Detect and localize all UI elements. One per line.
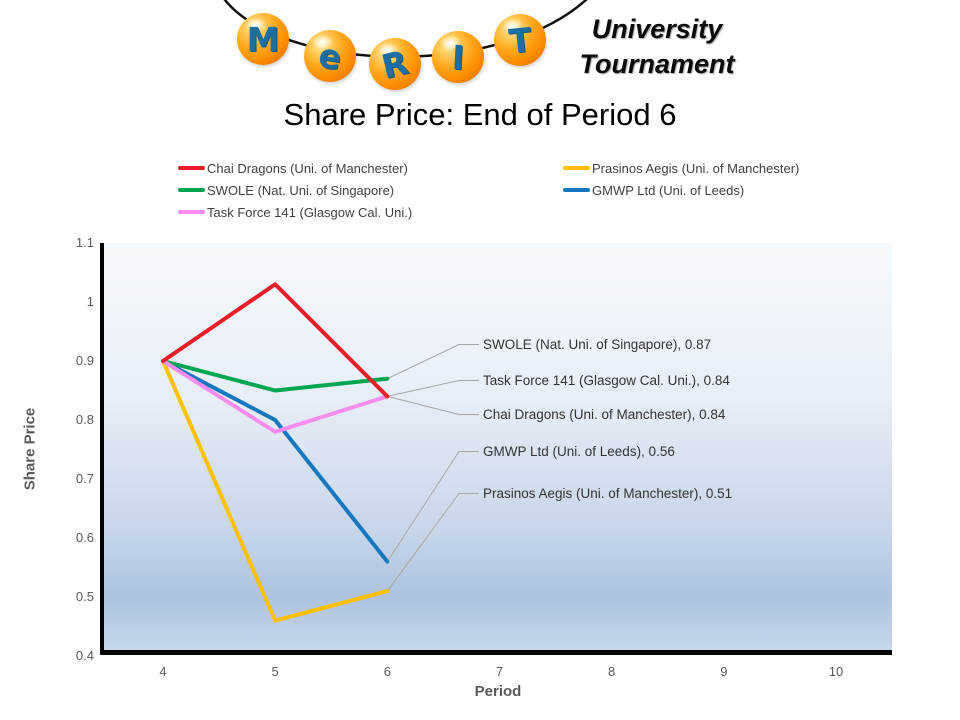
x-tick-label: 9 (720, 664, 728, 679)
legend-label: GMWP Ltd (Uni. of Leeds) (592, 182, 745, 198)
y-tick-label: 1.1 (75, 235, 94, 250)
chart-title: Share Price: End of Period 6 (283, 97, 677, 132)
legend-item-chai-dragons: Chai Dragons (Uni. of Manchester) (178, 159, 408, 177)
legend-item-swole: SWOLE (Nat. Uni. of Singapore) (178, 181, 394, 199)
data-label-prasinos-aegis: Prasinos Aegis (Uni. of Manchester), 0.5… (483, 486, 733, 501)
y-tick-label: 0.7 (75, 471, 94, 486)
data-label-task-force-141: Task Force 141 (Glasgow Cal. Uni.), 0.84 (483, 373, 730, 388)
logo-ball-e: e (304, 30, 356, 82)
legend-label: Chai Dragons (Uni. of Manchester) (207, 160, 408, 176)
logo-letter: e (315, 34, 345, 78)
y-tick-label: 0.9 (75, 353, 94, 368)
logo-tagline: University Tournament (552, 12, 762, 82)
x-axis-line (100, 650, 892, 655)
x-tick-label: 4 (159, 664, 167, 679)
legend-swatch (178, 166, 205, 170)
y-tick-label: 0.6 (75, 530, 94, 545)
y-tick-label: 0.8 (75, 412, 94, 427)
tagline-line-1: University (591, 14, 723, 44)
x-tick-label: 6 (383, 664, 391, 679)
logo-letter: R (377, 42, 413, 86)
legend-label: Task Force 141 (Glasgow Cal. Uni.) (207, 204, 413, 220)
y-tick-label: 0.5 (75, 589, 94, 604)
legend-swatch (563, 166, 590, 170)
legend-swatch (178, 188, 205, 192)
data-label-gmwp-ltd: GMWP Ltd (Uni. of Leeds), 0.56 (483, 444, 675, 459)
y-tick-label: 0.4 (75, 648, 94, 663)
legend-label: SWOLE (Nat. Uni. of Singapore) (207, 182, 395, 198)
logo-letter: I (450, 37, 466, 77)
legend-swatch (563, 188, 590, 192)
logo-ball-r: R (369, 38, 421, 90)
data-label-swole: SWOLE (Nat. Uni. of Singapore), 0.87 (483, 337, 712, 352)
x-tick-label: 8 (608, 664, 616, 679)
y-tick-label: 1 (86, 294, 94, 309)
logo-ball-t: T (494, 14, 546, 66)
x-axis-title: Period (474, 683, 522, 700)
legend-item-gmwp-ltd: GMWP Ltd (Uni. of Leeds) (563, 181, 744, 199)
legend-swatch (178, 210, 205, 214)
tagline-line-2: Tournament (579, 49, 735, 79)
legend-item-task-force-141: Task Force 141 (Glasgow Cal. Uni.) (178, 203, 412, 221)
logo-ball-i: I (432, 31, 484, 83)
y-axis-line (100, 243, 104, 655)
y-axis-title: Share Price (21, 407, 39, 491)
data-label-chai-dragons: Chai Dragons (Uni. of Manchester), 0.84 (483, 407, 726, 422)
x-tick-label: 7 (495, 664, 504, 679)
logo-letter: T (506, 19, 534, 61)
legend-item-prasinos-aegis: Prasinos Aegis (Uni. of Manchester) (563, 159, 799, 177)
legend-label: Prasinos Aegis (Uni. of Manchester) (592, 160, 800, 176)
x-tick-label: 10 (828, 664, 844, 679)
x-tick-label: 5 (271, 664, 279, 679)
logo-letter: M (246, 19, 280, 59)
logo-ball-m: M (237, 13, 289, 65)
